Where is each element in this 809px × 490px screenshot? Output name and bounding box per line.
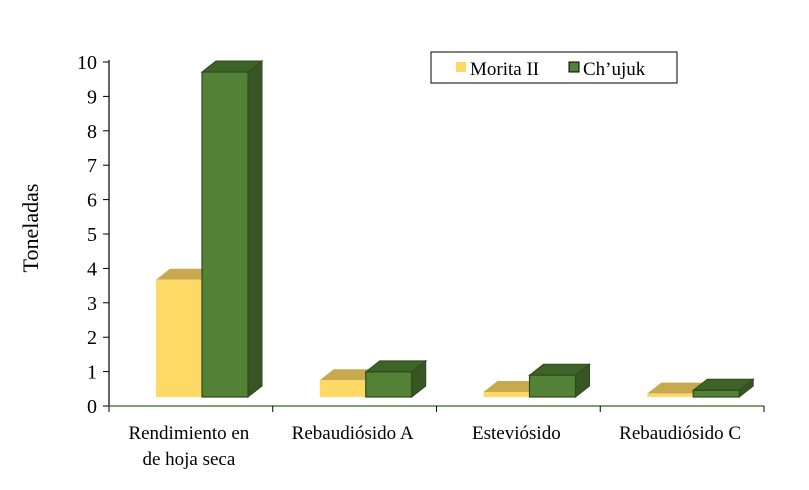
bar-front xyxy=(319,380,366,397)
bars xyxy=(156,60,755,399)
legend-label: Ch’ujuk xyxy=(583,59,646,80)
bar xyxy=(364,359,428,399)
y-tick-label: 1 xyxy=(87,362,97,384)
bar-front xyxy=(365,371,413,398)
bar-side xyxy=(247,60,263,399)
bar-top xyxy=(647,382,708,394)
y-tick-label: 7 xyxy=(87,155,97,177)
bar-top xyxy=(483,380,544,392)
y-tick-label: 4 xyxy=(87,258,97,280)
legend-swatch xyxy=(568,61,580,73)
y-tick-label: 3 xyxy=(87,293,97,315)
y-tick-label: 8 xyxy=(87,121,97,143)
bar-top xyxy=(156,268,216,280)
bar-top xyxy=(319,369,380,381)
y-axis: 0 1 2 3 4 5 6 7 8 9 10 xyxy=(77,52,110,418)
bar xyxy=(691,378,755,399)
y-axis-title: Toneladas xyxy=(18,184,43,273)
y-tick-label: 0 xyxy=(87,396,97,418)
bar-front xyxy=(528,374,577,398)
y-tick-label: 2 xyxy=(87,327,97,349)
bar-front xyxy=(201,71,249,398)
bar xyxy=(528,363,591,399)
bar xyxy=(200,60,264,399)
x-axis: Rendimiento en de hoja seca Rebaudiósido A… xyxy=(108,405,765,470)
bar-front xyxy=(692,389,740,398)
y-tick-label: 6 xyxy=(87,190,97,212)
y-tick-label: 9 xyxy=(87,86,97,108)
x-tick-label: Esteviósido xyxy=(472,423,561,444)
legend-box xyxy=(430,51,678,84)
legend: Morita II Ch’ujuk xyxy=(430,51,678,84)
bar-front xyxy=(156,279,202,397)
x-tick-label: Rebaudiósido C xyxy=(619,423,741,444)
legend-swatch xyxy=(456,62,466,72)
bar-front xyxy=(483,391,530,397)
x-tick-label: Rendimiento en xyxy=(128,423,249,444)
x-tick-label: Rebaudiósido A xyxy=(292,423,414,444)
y-tick-label: 5 xyxy=(87,224,97,246)
y-tick-label: 10 xyxy=(77,52,97,74)
x-tick-label: de hoja seca xyxy=(142,449,235,470)
bar-front xyxy=(647,393,694,397)
legend-label: Morita II xyxy=(470,59,539,80)
